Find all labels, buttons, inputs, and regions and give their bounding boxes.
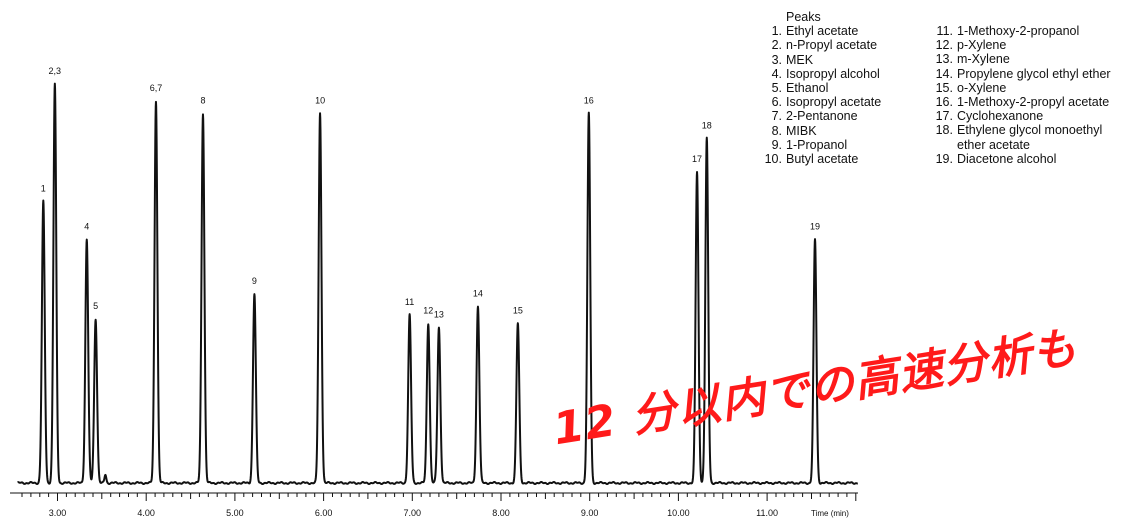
x-tick-label: 9.00: [581, 508, 599, 518]
legend-entry-number: 9.: [771, 137, 782, 152]
legend-entry-name: p-Xylene: [957, 38, 1007, 53]
legend-entry-number: 2.: [771, 38, 782, 53]
legend-entry-number: 12.: [935, 38, 953, 53]
legend-entry-number: 13.: [935, 52, 953, 67]
legend-entry: 2. n-Propyl acetate: [754, 38, 881, 52]
legend-entry: 1. Ethyl acetate: [754, 24, 881, 38]
legend-entry: 9. 1-Propanol: [754, 138, 881, 152]
peak-label: 15: [513, 305, 523, 315]
peak-label: 14: [473, 289, 483, 299]
legend-entry-name: Ethyl acetate: [786, 24, 859, 39]
legend-entry-number: 7.: [771, 109, 782, 124]
legend-entry-number: 11.: [936, 24, 953, 38]
legend-entry-name: Diacetone alcohol: [957, 151, 1057, 166]
x-tick-label: 8.00: [492, 508, 510, 518]
peak-label: 1: [41, 184, 46, 194]
x-tick-label: 4.00: [137, 508, 155, 518]
legend-entry-name: Isopropyl acetate: [786, 95, 882, 110]
legend-entry: 15. o-Xylene: [933, 81, 1111, 95]
peak-label: 11: [405, 297, 414, 307]
legend-entry: 18. Ethylene glycol monoethyl ether aceta…: [933, 123, 1111, 151]
legend-entry-number: 5.: [771, 81, 782, 96]
legend-entry-name: Butyl acetate: [786, 152, 859, 167]
legend-entry: 5. Ethanol: [754, 81, 881, 95]
legend-entry: 12. p-Xylene: [933, 38, 1111, 52]
legend-entry-number: 10.: [764, 152, 782, 167]
peak-label: 13: [434, 310, 444, 320]
x-tick-label: 7.00: [404, 508, 422, 518]
x-axis-tick-labels: 3.00 4.00 5.00 6.00 7.00 8.00 9.00 10.00 11.00: [49, 508, 778, 518]
legend-entry-name: Isopropyl alcohol: [786, 66, 880, 81]
legend-entry-name: 1-Propanol: [786, 137, 848, 152]
legend-title: Peaks: [786, 10, 821, 24]
legend-entry-number: 8.: [771, 123, 782, 138]
legend-entry-number: 1.: [771, 24, 782, 39]
x-tick-label: 11.00: [756, 508, 778, 518]
legend-entry-name: o-Xylene: [957, 80, 1007, 95]
chromatogram-trace: [16, 82, 859, 486]
legend-entry: 7. 2-Pentanone: [754, 109, 881, 123]
peaks-legend-right: 11. 1-Methoxy-2-propanol 12. p-Xylene 13. m-X…: [933, 24, 1111, 166]
peaks-legend-left: Peaks 1. Ethyl acetate 2. n-Propyl acetate 3…: [754, 10, 882, 166]
peak-label: 18: [702, 121, 712, 131]
legend-entry-number: 15.: [935, 80, 953, 95]
legend-entry: 4. Isopropyl alcohol: [754, 67, 881, 81]
legend-entry-number: 6.: [771, 95, 782, 110]
legend-entry: 3. MEK: [754, 53, 881, 67]
legend-entry-name: 2-Pentanone: [786, 109, 858, 124]
legend-entry-name: Propylene glycol ethyl ether: [957, 66, 1111, 81]
legend-entry: 6. Isopropyl acetate: [754, 95, 882, 110]
peak-label: 12: [423, 305, 433, 315]
peak-label: 16: [584, 95, 594, 105]
legend-entry-number: 14.: [935, 66, 953, 81]
legend-entry: 19. Diacetone alcohol: [933, 152, 1111, 166]
legend-entry-name: m-Xylene: [957, 52, 1010, 67]
peak-label: 6,7: [150, 83, 163, 93]
legend-entry-name: 1-Methoxy-2-propyl acetate: [957, 95, 1110, 110]
legend-entry-number: 16.: [935, 95, 953, 110]
legend-entry: 14. Propylene glycol ethyl ether: [933, 67, 1111, 81]
legend-entry-name: Ethanol: [786, 81, 829, 96]
legend-entry-number: 17.: [935, 109, 953, 124]
legend-entry: 13. m-Xylene: [933, 52, 1111, 66]
x-axis-ticks: [21, 493, 857, 501]
peak-label: 10: [315, 95, 325, 105]
legend-entry-name: 1-Methoxy-2-propanol: [957, 24, 1080, 38]
peak-label: 4: [84, 221, 89, 231]
legend-entry-name: n-Propyl acetate: [786, 38, 878, 53]
peak-label: 8: [200, 95, 205, 105]
peak-label: 5: [93, 301, 98, 311]
legend-entry: 8. MIBK: [754, 124, 881, 138]
peak-label: 17: [692, 154, 702, 164]
legend-entry-number: 19.: [935, 151, 953, 166]
x-tick-label: 10.00: [667, 508, 690, 518]
peak-label: 9: [252, 276, 257, 286]
legend-entry: 16. 1-Methoxy-2-propyl acetate: [933, 95, 1111, 109]
x-axis-label: Time (min): [811, 509, 849, 518]
legend-entry-name: MEK: [786, 52, 814, 67]
x-tick-label: 3.00: [49, 508, 67, 518]
legend-entry-name: MIBK: [786, 123, 817, 138]
peak-labels: 1 2,3 4 5 6,7 8 9 10 11 12 13 14 15 16 17 18 19: [41, 66, 820, 320]
x-tick-label: 6.00: [315, 508, 333, 518]
legend-entry: 10. Butyl acetate: [754, 152, 881, 166]
peak-label: 2,3: [49, 66, 62, 76]
legend-entry-name: Ethylene glycol monoethyl ether acetate: [957, 123, 1103, 152]
legend-entry-number: 4.: [771, 66, 782, 81]
legend-entry: 11. 1-Methoxy-2-propanol: [933, 24, 1111, 38]
legend-entry-name: Cyclohexanone: [957, 109, 1044, 124]
legend-entry-number: 3.: [771, 52, 782, 67]
legend-entry: 17. Cyclohexanone: [933, 109, 1111, 123]
legend-entry-number: 18.: [935, 123, 953, 138]
peak-label: 19: [810, 221, 820, 231]
x-tick-label: 5.00: [226, 508, 244, 518]
